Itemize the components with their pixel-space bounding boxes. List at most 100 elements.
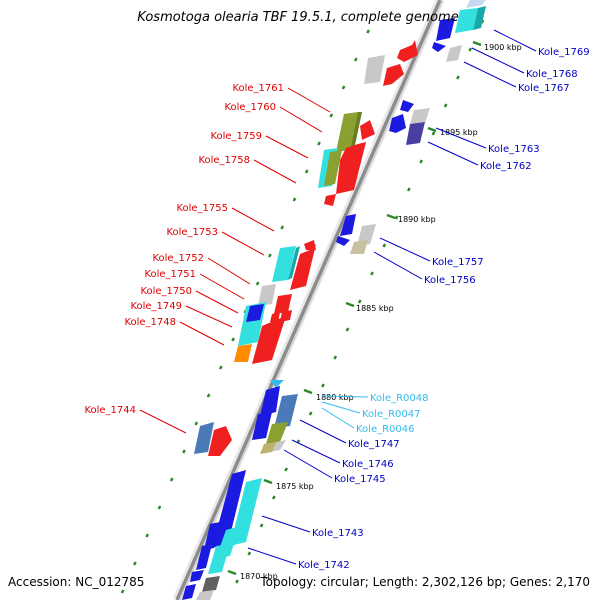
gene-label[interactable]: Kole_1751 — [144, 269, 196, 280]
gene-label[interactable]: Kole_1763 — [488, 144, 540, 155]
gene-label[interactable]: Kole_1755 — [176, 203, 228, 214]
gene-glyph — [274, 294, 292, 314]
left-gene-labels: Kole_1761 Kole_1760 Kole_1759 Kole_1758 Kole… — [84, 83, 284, 416]
label-leaders — [139, 29, 537, 565]
track-dash — [443, 103, 448, 108]
gene-glyph — [274, 394, 298, 428]
leader-line — [207, 257, 251, 285]
leader-line — [283, 449, 333, 479]
track-dash — [259, 523, 264, 528]
right-gene-labels: Kole_1769 Kole_1768 Kole_1767 Kole_1763 Kole… — [298, 47, 590, 571]
topology-text: Topology: circular; Length: 2,302,126 bp… — [259, 575, 590, 589]
gene-label[interactable]: Kole_1747 — [348, 439, 400, 450]
gene-label[interactable]: Kole_1748 — [124, 317, 176, 328]
gene-label[interactable]: Kole_R0047 — [362, 409, 421, 420]
gene-label[interactable]: Kole_1749 — [130, 301, 182, 312]
track-dash — [268, 253, 272, 258]
track-dash — [218, 365, 223, 370]
scale-tick-mark — [427, 126, 437, 133]
gene-glyph — [432, 42, 446, 52]
track-dash — [431, 131, 436, 136]
gene-label[interactable]: Kole_R0046 — [356, 424, 415, 435]
gene-glyph — [246, 304, 264, 322]
leader-line — [471, 47, 525, 74]
leader-line — [253, 159, 297, 184]
gene-label[interactable]: Kole_1750 — [140, 286, 192, 297]
track-dash — [292, 197, 297, 202]
gene-label[interactable]: Kole_1756 — [424, 275, 476, 286]
gene-label[interactable]: Kole_1758 — [198, 155, 250, 166]
track-dash — [382, 243, 387, 248]
track-dash — [321, 383, 325, 388]
gene-glyph — [270, 440, 286, 452]
track-dash — [145, 533, 150, 538]
gene-glyph — [270, 380, 284, 388]
leader-line — [139, 409, 187, 434]
gene-glyph — [212, 470, 246, 548]
track-dash — [194, 421, 199, 426]
leader-line — [463, 61, 517, 88]
map-title: Kosmotoga olearia TBF 19.5.1, complete g… — [137, 10, 458, 25]
leader-line — [199, 273, 245, 300]
gene-label[interactable]: Kole_1762 — [480, 161, 532, 172]
gene-glyph — [364, 55, 385, 84]
scale-tick-label: 1870 kbp — [240, 572, 278, 581]
leader-line — [379, 237, 431, 262]
gene-label[interactable]: Kole_1760 — [224, 102, 276, 113]
track-dash — [366, 29, 370, 34]
gene-label[interactable]: Kole_1746 — [342, 459, 394, 470]
track-dash — [133, 561, 137, 566]
leader-line — [195, 290, 239, 314]
track-dash — [169, 477, 174, 482]
gene-label[interactable]: Kole_1745 — [334, 474, 386, 485]
gene-glyph — [202, 576, 220, 592]
gene-glyph — [266, 422, 288, 444]
scale-tick-label: 1880 kbp — [316, 393, 354, 402]
scale-tick-mark — [472, 40, 482, 47]
gene-label[interactable]: Kole_1753 — [166, 227, 218, 238]
track-dash — [206, 393, 211, 398]
gene-label[interactable]: Kole_1744 — [84, 405, 136, 416]
gene-label[interactable]: Kole_R0048 — [370, 393, 429, 404]
gene-label[interactable]: Kole_1768 — [526, 69, 578, 80]
gene-glyph — [208, 544, 230, 574]
gene-glyph — [260, 442, 276, 454]
gene-glyph — [288, 246, 300, 280]
gene-glyph — [466, 0, 486, 8]
gene-label[interactable]: Kole_1759 — [210, 131, 262, 142]
gene-label[interactable]: Kole_1743 — [312, 528, 364, 539]
gene-glyph — [272, 246, 296, 282]
gene-glyph — [190, 570, 204, 582]
leader-line — [279, 106, 323, 133]
gene-glyph — [410, 108, 430, 124]
gene-label[interactable]: Kole_1769 — [538, 47, 590, 58]
leader-line — [321, 407, 355, 429]
feature-glyphs — [182, 0, 486, 600]
gene-label[interactable]: Kole_1761 — [232, 83, 284, 94]
gene-glyph — [436, 18, 455, 41]
gene-label[interactable]: Kole_1767 — [518, 83, 570, 94]
track-dash — [235, 579, 239, 584]
gene-label[interactable]: Kole_1752 — [152, 253, 204, 264]
leader-line — [261, 515, 311, 533]
scale-tick-mark — [303, 388, 313, 395]
leader-line — [221, 231, 265, 256]
gene-glyph — [196, 544, 212, 570]
leader-line — [265, 135, 309, 159]
leader-line — [373, 251, 423, 280]
track-dash — [357, 299, 362, 304]
track-dash — [341, 85, 346, 90]
leader-line — [185, 305, 233, 328]
gene-label[interactable]: Kole_1742 — [298, 560, 350, 571]
gene-glyph — [336, 236, 350, 246]
leader-line — [287, 87, 331, 113]
scale-tick-mark — [263, 478, 273, 485]
scale-tick-label: 1875 kbp — [276, 482, 314, 491]
gene-label[interactable]: Kole_1757 — [432, 257, 484, 268]
gene-glyph — [350, 112, 362, 150]
track-dash — [157, 505, 162, 510]
leader-line — [247, 547, 297, 565]
track-dash — [182, 449, 186, 454]
gene-glyph — [340, 214, 356, 236]
